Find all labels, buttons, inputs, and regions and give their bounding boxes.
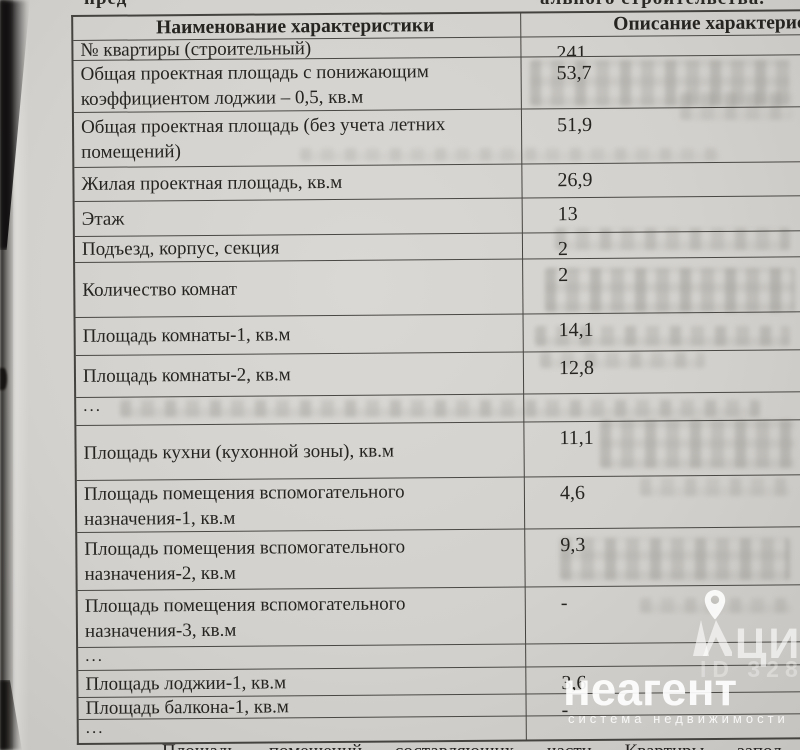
bleed-through-blob — [545, 268, 795, 312]
characteristic-name-cell: ... — [78, 644, 527, 670]
characteristic-value-cell: 241 — [556, 41, 587, 57]
characteristic-value-cell: 12,8 — [558, 356, 595, 380]
page-edge-highlight — [13, 0, 29, 750]
table-row: Этаж 13 — [74, 196, 800, 237]
table-row: Жилая проектная площадь, кв.м 26,9 — [74, 162, 800, 202]
characteristic-value-cell: 53,7 — [556, 61, 592, 85]
table-row: Площадь помещения вспомогательного назна… — [76, 475, 800, 533]
characteristic-name-cell: Общая проектная площадь (без учета летни… — [73, 109, 523, 167]
characteristic-name-cell: Площадь комнаты-1, кв.м — [75, 314, 524, 355]
characteristic-value-cell — [524, 392, 800, 421]
bleed-through-blob — [600, 420, 795, 468]
characteristic-value-cell: 26,9 — [557, 168, 593, 192]
table-row: Площадь комнаты-2, кв.м 12,8 — [75, 350, 800, 398]
characteristic-value-cell: 11,1 — [559, 426, 594, 450]
table-row: Площадь кухни (кухонной зоны), кв.м 11,1 — [76, 420, 800, 481]
bleed-through-blob — [300, 148, 720, 161]
table-row: Площадь комнаты-1, кв.м 14,1 — [75, 312, 800, 356]
table-row: Общая проектная площадь с понижающим коэ… — [73, 55, 800, 113]
watermark-tagline: система недвижимости — [568, 711, 789, 726]
bleed-through-blob — [535, 326, 790, 346]
characteristic-name-cell: № квартиры (строительный) — [73, 37, 522, 61]
bleed-through-blob — [640, 478, 790, 496]
table-row: Площадь помещения вспомогательного назна… — [77, 527, 800, 591]
characteristic-value-cell: 14,1 — [558, 318, 594, 342]
cian-figure-icon — [692, 620, 734, 661]
watermark-corner-letters: ЦИ — [735, 620, 800, 668]
characteristic-name-cell: Площадь лоджии-1, кв.м — [78, 667, 527, 697]
characteristic-value-cell: 2 — [557, 238, 569, 259]
characteristic-value-cell: 9,3 — [560, 533, 586, 557]
top-cut-text-left: пред — [84, 0, 204, 9]
watermark-id-text: ID 328 — [700, 656, 800, 682]
characteristic-name-cell: Площадь помещения вспомогательного назна… — [77, 529, 526, 590]
characteristic-name-cell: Подъезд, корпус, секция — [74, 233, 524, 262]
bleed-through-blob — [120, 400, 760, 417]
characteristic-name-cell: Общая проектная площадь с понижающим коэ… — [73, 57, 522, 112]
page-edge-notch — [0, 368, 7, 390]
header-value-cell: Описание характеристики — [613, 11, 800, 35]
characteristic-name-cell: ... — [76, 394, 525, 425]
characteristic-value-cell: 51,9 — [556, 113, 593, 137]
characteristic-name-cell: Количество комнат — [75, 259, 524, 317]
bottom-cut-text: Площадь помещений составляющих части Ква… — [74, 741, 800, 750]
table-row: Количество комнат 2 — [75, 257, 800, 318]
characteristic-name-cell: Площадь балкона-1, кв.м — [78, 694, 527, 719]
characteristic-value-cell: 4,6 — [559, 481, 586, 505]
bleed-through-blob — [560, 538, 790, 580]
location-pin-icon — [704, 590, 726, 625]
watermark-brand: неагент — [563, 663, 738, 715]
characteristic-name-cell: ... — [78, 716, 527, 743]
table-row: Общая проектная площадь (без учета летни… — [73, 107, 800, 168]
bleed-through-blob — [540, 352, 705, 368]
bleed-through-blob — [555, 228, 790, 250]
characteristic-name-cell: Площадь комнаты-2, кв.м — [75, 352, 525, 397]
characteristics-table: Наименование характеристики Описание хара… — [71, 9, 800, 745]
bleed-through-blob — [530, 60, 790, 106]
bleed-through-blob — [680, 92, 792, 120]
characteristic-name-cell: Площадь помещения вспомогательного назна… — [77, 587, 527, 647]
characteristic-name-cell: Площадь кухни (кухонной зоны), кв.м — [76, 422, 525, 480]
characteristic-value-cell: 2 — [558, 264, 569, 287]
characteristic-name-cell: Жилая проектная площадь, кв.м — [74, 164, 523, 201]
characteristic-name-cell: Этаж — [74, 198, 523, 236]
characteristic-value-cell: 13 — [557, 203, 578, 226]
characteristic-name-cell: Площадь помещения вспомогательного назна… — [76, 477, 526, 532]
top-cut-text-right: ального строительства. — [540, 0, 800, 9]
